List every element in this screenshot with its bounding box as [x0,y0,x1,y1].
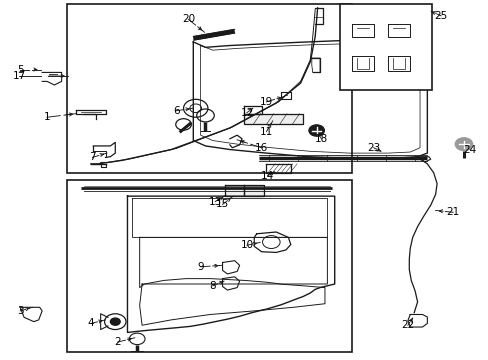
Text: 25: 25 [433,11,447,21]
Text: 23: 23 [366,143,380,153]
Text: 16: 16 [254,143,267,153]
Text: 5: 5 [17,64,23,75]
Text: 17: 17 [13,71,26,81]
Text: 6: 6 [173,106,179,116]
Circle shape [454,138,472,150]
Text: 2: 2 [114,337,121,347]
Text: 15: 15 [216,199,229,210]
Text: 12: 12 [240,108,253,118]
Text: 9: 9 [197,262,203,272]
Text: 11: 11 [259,127,272,136]
Text: 3: 3 [17,306,23,316]
Text: 24: 24 [463,144,476,154]
Text: 21: 21 [446,207,459,217]
Text: 4: 4 [87,319,94,328]
Text: 10: 10 [240,240,253,250]
Bar [66,180,351,352]
Text: 7: 7 [89,152,96,162]
Text: 13: 13 [208,197,222,207]
Text: 8: 8 [209,281,216,291]
Text: 14: 14 [261,171,274,181]
Text: 22: 22 [401,320,414,330]
Text: 1: 1 [43,112,50,122]
Text: 20: 20 [182,14,195,24]
Text: 19: 19 [259,97,272,107]
Text: 18: 18 [314,134,327,144]
Circle shape [110,318,120,325]
Bar [66,4,351,173]
Circle shape [308,125,324,136]
Bar [339,4,431,90]
